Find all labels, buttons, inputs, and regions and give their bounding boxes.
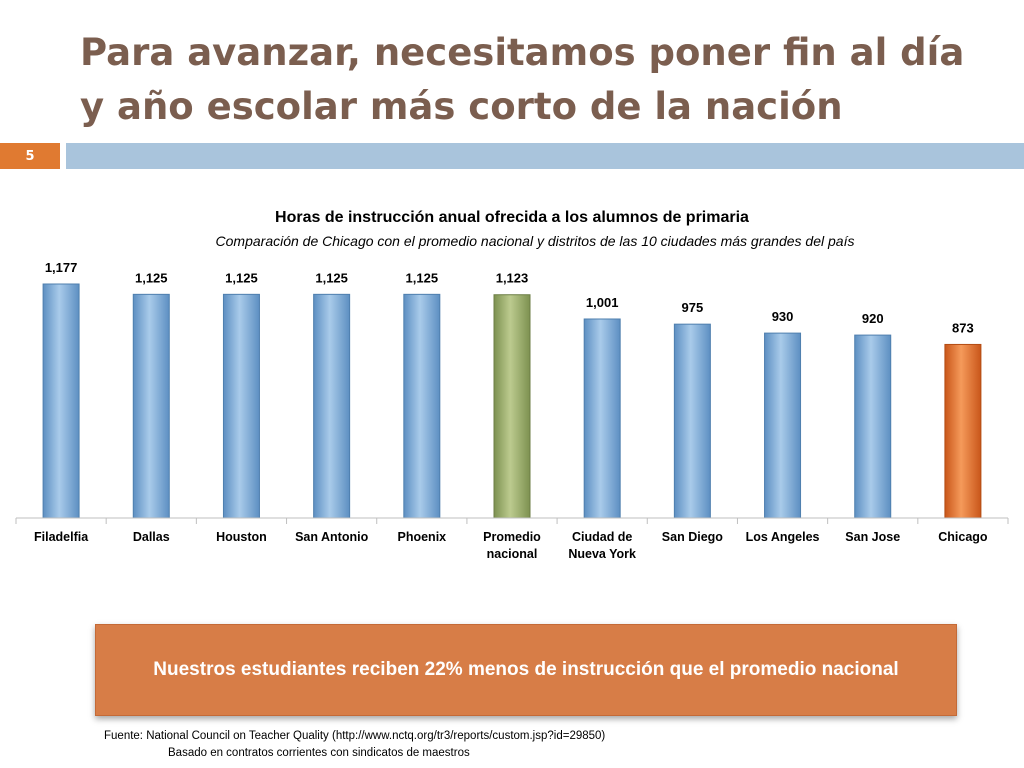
page-number-badge: 5 (0, 143, 60, 169)
bar-san-jose (854, 334, 892, 519)
category-label: Dallas (133, 530, 170, 544)
category-label: Chicago (938, 530, 988, 544)
header-band (66, 143, 1024, 169)
chart-title: Horas de instrucción anual ofrecida a lo… (275, 209, 749, 226)
category-label: Houston (216, 530, 267, 544)
bar-filadelfia (42, 283, 80, 519)
bar-los-angeles (764, 332, 802, 519)
bar-san-antonio (313, 293, 351, 519)
bar-value-label: 1,125 (225, 270, 258, 285)
bar-value-label: 1,125 (315, 270, 348, 285)
bar-value-label: 1,177 (45, 260, 78, 275)
bar-chicago (944, 343, 982, 519)
source-note: Fuente: National Council on Teacher Qual… (104, 730, 606, 742)
category-label: Ciudad de (572, 530, 632, 544)
category-label: Phoenix (398, 530, 447, 544)
bar-value-label: 930 (772, 309, 794, 324)
category-label: San Antonio (295, 530, 369, 544)
callout-banner: Nuestros estudiantes reciben 22% menos d… (95, 624, 957, 716)
bar-value-label: 873 (952, 320, 974, 335)
callout-text: Nuestros estudiantes reciben 22% menos d… (153, 659, 899, 680)
bar-ciudad-de-nueva-york (583, 318, 621, 519)
category-label: Los Angeles (746, 530, 820, 544)
bar-value-label: 975 (682, 300, 704, 315)
bar-phoenix (403, 293, 441, 519)
bar-value-label: 920 (862, 311, 884, 326)
category-label: Nueva York (568, 547, 636, 561)
bar-san-diego (673, 323, 711, 519)
slide-title: Para avanzar, necesitamos poner fin al d… (80, 31, 965, 128)
bar-chart: 1,177 Filadelfia 1,125 Dallas 1,125 Houston 1,… (15, 260, 1009, 561)
source-note-detail: Basado en contratos corrientes con sindi… (168, 747, 470, 759)
bar-value-label: 1,123 (496, 271, 529, 286)
bar-houston (222, 293, 260, 519)
category-label: San Diego (662, 530, 723, 544)
bar-value-label: 1,125 (135, 270, 168, 285)
bar-dallas (132, 293, 170, 519)
category-label: Promedio (483, 530, 541, 544)
category-label: Filadelfia (34, 530, 89, 544)
bar-value-label: 1,125 (406, 270, 439, 285)
bar-value-label: 1,001 (586, 295, 619, 310)
bar-promedio-nacional (493, 294, 531, 519)
chart-subtitle: Comparación de Chicago con el promedio n… (215, 233, 855, 249)
category-label: nacional (487, 547, 538, 561)
category-label: San Jose (845, 530, 900, 544)
